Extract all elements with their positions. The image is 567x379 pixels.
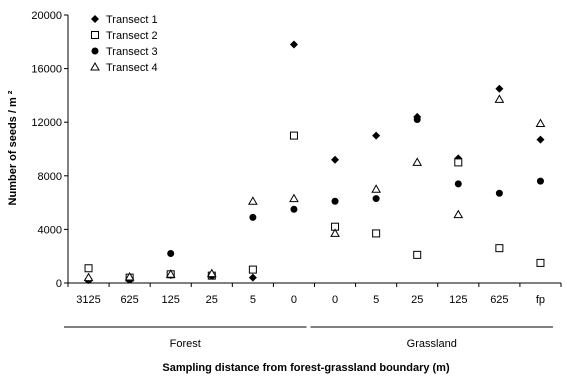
data-point-transect-4: [206, 268, 217, 278]
x-tick-label: 625: [490, 294, 508, 306]
legend-label: Transect 2: [106, 30, 158, 42]
data-point-transect-4: [83, 272, 94, 282]
y-axis-title: Number of seeds / m ²: [7, 90, 19, 205]
data-point-transect-4: [412, 157, 423, 166]
data-point-transect-2: [84, 264, 93, 273]
data-point-transect-3: [331, 197, 339, 205]
y-tick-label: 0: [56, 278, 62, 290]
y-tick-label: 20000: [31, 10, 62, 22]
x-tick-label: 5: [373, 294, 379, 306]
data-point-transect-3: [454, 180, 462, 188]
x-tick-label: 625: [120, 294, 138, 306]
x-tick-label: 5: [250, 294, 256, 306]
x-tick-label: 0: [332, 294, 338, 306]
x-axis-ticks: 3125 625 125 25 5 0 0 5 25 125 625 fp: [67, 283, 562, 306]
x-tick-label: 125: [449, 294, 467, 306]
data-point-transect-3: [290, 205, 298, 213]
data-point-transect-3: [249, 213, 257, 221]
data-point-transect-1: [248, 273, 257, 282]
x-axis-title: Sampling distance from forest-grassland …: [162, 362, 450, 374]
data-point-transect-4: [330, 228, 340, 237]
x-tick-label: 3125: [76, 294, 100, 306]
data-point-transect-2: [248, 265, 257, 274]
y-tick-label: 8000: [38, 171, 62, 183]
y-axis-ticks: 0 4000 8000 12000 16000 20000: [31, 10, 68, 290]
legend-marker-transect-2: [91, 31, 99, 39]
data-point-transect-1: [495, 84, 504, 93]
data-point-transect-4: [248, 196, 258, 205]
data-point-transect-2: [372, 229, 381, 238]
data-point-transect-4: [494, 94, 505, 103]
data-point-transect-1: [331, 155, 340, 164]
data-point-transect-4: [371, 184, 381, 193]
data-point-transect-3: [495, 189, 503, 197]
x-tick-label: 25: [206, 294, 218, 306]
legend-marker-transect-3: [91, 47, 99, 55]
legend-label: Transect 3: [106, 46, 158, 58]
x-tick-label: fp: [536, 294, 545, 306]
data-point-transect-1: [372, 131, 381, 140]
data-point-transect-4: [289, 193, 299, 203]
group-brackets: Forest Grassland: [64, 326, 553, 350]
data-point-transect-3: [372, 195, 380, 203]
data-point-transect-2: [289, 131, 298, 140]
legend-marker-transect-1: [91, 15, 99, 23]
data-point-transect-1: [536, 135, 545, 144]
data-point-transect-4: [165, 269, 176, 278]
data-point-transect-3: [413, 116, 421, 124]
data-points: [83, 40, 546, 284]
x-tick-label: 25: [411, 294, 423, 306]
legend-label: Transect 1: [106, 14, 158, 26]
data-point-transect-4: [124, 271, 135, 281]
x-tick-label: 125: [162, 294, 180, 306]
legend-marker-transect-4: [90, 61, 100, 71]
data-point-transect-4: [453, 209, 464, 219]
y-tick-label: 12000: [31, 117, 62, 129]
data-point-transect-3: [536, 177, 544, 185]
group-label: Grassland: [407, 338, 457, 350]
data-point-transect-2: [536, 258, 545, 267]
data-point-transect-2: [454, 158, 463, 167]
data-point-transect-4: [535, 118, 546, 128]
y-tick-label: 16000: [31, 64, 62, 76]
data-point-transect-2: [413, 250, 422, 259]
data-point-transect-1: [289, 40, 298, 49]
legend: Transect 1 Transect 2 Transect 3 Transect 4: [90, 14, 158, 74]
data-point-transect-3: [167, 250, 175, 258]
x-tick-label: 0: [291, 294, 297, 306]
legend-label: Transect 4: [106, 62, 158, 74]
data-point-transect-2: [495, 244, 504, 253]
y-tick-label: 4000: [38, 224, 62, 236]
group-label: Forest: [170, 338, 201, 350]
